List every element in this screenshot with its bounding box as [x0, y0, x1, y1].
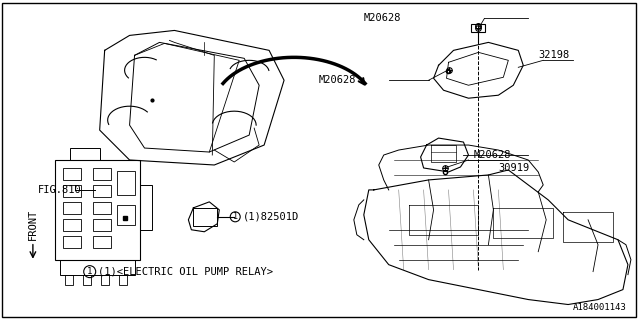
Bar: [93, 168, 111, 180]
Bar: [63, 219, 81, 231]
Bar: [93, 185, 111, 197]
Bar: [116, 171, 134, 195]
Text: FIG.810: FIG.810: [38, 185, 82, 195]
Text: A184001143: A184001143: [573, 303, 627, 312]
Text: 1: 1: [87, 267, 92, 276]
Text: M20628: M20628: [364, 13, 401, 23]
Text: 1: 1: [233, 212, 237, 221]
Bar: [116, 205, 134, 225]
Bar: [118, 275, 127, 284]
Text: (1)<ELECTRIC OIL PUMP RELAY>: (1)<ELECTRIC OIL PUMP RELAY>: [98, 267, 273, 276]
Bar: [83, 275, 91, 284]
Text: (1)82501D: (1)82501D: [243, 212, 300, 222]
Bar: [193, 208, 218, 226]
Bar: [63, 168, 81, 180]
Bar: [93, 202, 111, 214]
Bar: [63, 236, 81, 248]
Text: M20628: M20628: [319, 75, 356, 85]
Bar: [93, 236, 111, 248]
Text: 30919: 30919: [499, 163, 530, 173]
Bar: [60, 260, 134, 275]
Bar: [65, 275, 73, 284]
Bar: [100, 275, 109, 284]
Bar: [70, 148, 100, 160]
Bar: [140, 185, 152, 230]
Bar: [93, 219, 111, 231]
Bar: [55, 160, 140, 260]
Text: 32198: 32198: [538, 50, 570, 60]
Bar: [63, 185, 81, 197]
Bar: [472, 24, 485, 32]
Text: FRONT: FRONT: [28, 209, 38, 240]
Text: M20628: M20628: [474, 150, 511, 160]
Bar: [63, 202, 81, 214]
